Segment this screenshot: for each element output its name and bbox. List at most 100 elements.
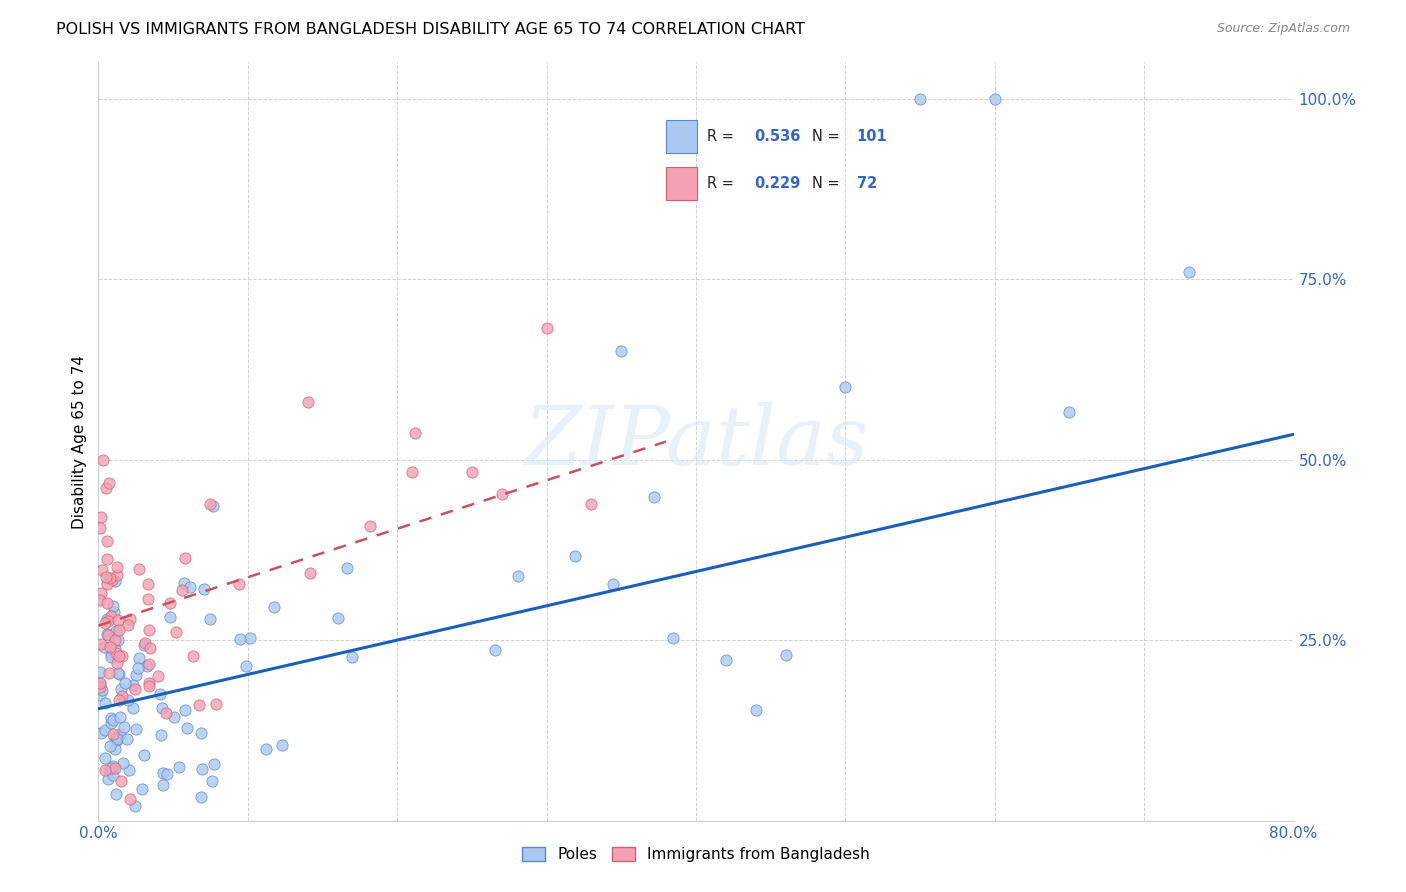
Point — [98, 640, 121, 654]
Point — [174, 703, 197, 717]
Point — [124, 799, 146, 814]
Point — [101, 759, 124, 773]
Point — [984, 91, 1007, 105]
Point — [181, 649, 204, 664]
Point — [91, 452, 114, 467]
Point — [90, 586, 112, 600]
Point — [163, 710, 186, 724]
Point — [298, 566, 321, 580]
Point — [89, 593, 111, 607]
Point — [89, 677, 111, 691]
Point — [148, 669, 170, 683]
Bar — [665, 120, 697, 153]
Point — [97, 627, 120, 641]
Point — [271, 738, 294, 752]
Point — [105, 732, 128, 747]
Point — [93, 751, 115, 765]
Text: R =: R = — [707, 177, 740, 192]
Point — [90, 637, 112, 651]
Point — [202, 757, 225, 772]
Point — [108, 693, 131, 707]
Point — [155, 706, 177, 720]
Text: 0.229: 0.229 — [755, 177, 801, 192]
Point — [104, 641, 127, 656]
Point — [564, 549, 586, 563]
Point — [156, 767, 179, 781]
Point — [536, 321, 558, 335]
Point — [228, 577, 250, 591]
Point — [103, 761, 125, 775]
Point — [100, 716, 122, 731]
Point — [193, 582, 215, 596]
Point — [132, 638, 155, 652]
Point — [107, 632, 129, 647]
Point — [89, 681, 111, 695]
Point — [100, 609, 122, 624]
Point — [159, 596, 181, 610]
Point — [94, 482, 117, 496]
Point — [190, 762, 212, 776]
Point — [98, 665, 121, 680]
Point — [461, 466, 484, 480]
Point — [581, 498, 603, 512]
Point — [150, 728, 173, 742]
Point — [94, 763, 117, 777]
Point — [165, 624, 187, 639]
Point — [117, 618, 139, 632]
Point — [138, 676, 160, 690]
Point — [105, 624, 128, 638]
Text: 101: 101 — [856, 129, 887, 145]
Point — [97, 476, 120, 491]
Point — [138, 623, 160, 637]
Point — [359, 518, 381, 533]
Point — [602, 577, 624, 591]
Point — [128, 562, 150, 576]
Point — [139, 640, 162, 655]
Point — [128, 651, 150, 665]
Point — [202, 499, 225, 513]
Point — [105, 568, 128, 582]
Point — [159, 610, 181, 624]
Point — [90, 725, 112, 739]
Point — [179, 580, 201, 594]
Point — [104, 574, 127, 588]
Point — [105, 731, 128, 745]
Point — [98, 739, 121, 753]
Point — [152, 778, 174, 792]
Point — [94, 723, 117, 737]
Point — [173, 550, 195, 565]
Y-axis label: Disability Age 65 to 74: Disability Age 65 to 74 — [72, 354, 87, 529]
Point — [235, 659, 257, 673]
Text: R =: R = — [707, 129, 740, 145]
Point — [111, 648, 134, 663]
Text: POLISH VS IMMIGRANTS FROM BANGLADESH DISABILITY AGE 65 TO 74 CORRELATION CHART: POLISH VS IMMIGRANTS FROM BANGLADESH DIS… — [56, 22, 806, 37]
Point — [136, 659, 159, 673]
Point — [297, 394, 319, 409]
Point — [254, 741, 277, 756]
Point — [100, 761, 122, 775]
Point — [118, 763, 141, 777]
Point — [105, 733, 128, 747]
Point — [98, 571, 121, 585]
Point — [101, 767, 124, 781]
Point — [263, 599, 285, 614]
Point — [610, 344, 633, 359]
Point — [96, 570, 118, 584]
Point — [107, 613, 129, 627]
Point — [96, 533, 118, 548]
Point — [108, 667, 131, 681]
Point — [124, 722, 146, 736]
Text: 0.536: 0.536 — [755, 129, 801, 145]
Point — [205, 697, 228, 711]
Point — [100, 649, 122, 664]
Point — [100, 647, 122, 661]
Point — [1059, 405, 1081, 419]
Point — [121, 678, 143, 692]
Point — [97, 614, 120, 628]
Point — [138, 577, 160, 591]
Point — [96, 577, 118, 591]
Point — [201, 773, 224, 788]
Point — [132, 748, 155, 763]
Point — [122, 701, 145, 715]
Point — [91, 563, 114, 577]
